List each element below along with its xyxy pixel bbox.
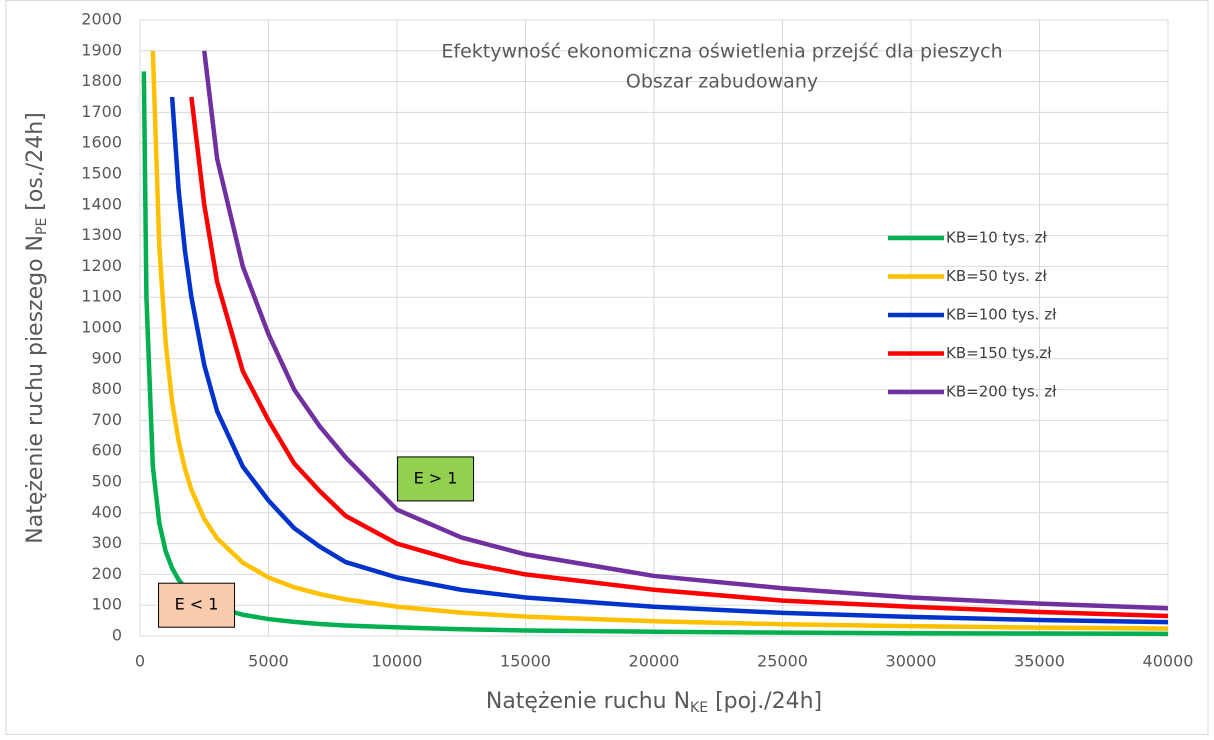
y-tick-label: 1300 bbox=[81, 225, 122, 244]
series-line bbox=[150, 50, 1169, 631]
y-tick-label: 900 bbox=[91, 348, 122, 367]
y-tick-label: 1900 bbox=[81, 40, 122, 59]
x-label-sub: KE bbox=[690, 700, 708, 716]
y-tick-label: 1500 bbox=[81, 164, 122, 183]
x-tick-label: 0 bbox=[135, 652, 145, 671]
y-tick-label: 300 bbox=[91, 533, 122, 552]
y-tick-label: 1200 bbox=[81, 256, 122, 275]
y-tick-label: 1700 bbox=[81, 102, 122, 121]
x-tick-label: 25000 bbox=[757, 652, 808, 671]
series-line bbox=[202, 50, 1169, 611]
legend-label: KB=10 tys. zł bbox=[946, 229, 1048, 247]
y-label-text: Natężenie ruchu pieszego N bbox=[23, 235, 48, 544]
y-tick-label: 200 bbox=[91, 564, 122, 583]
series-line bbox=[169, 96, 1169, 625]
y-tick-label: 500 bbox=[91, 472, 122, 491]
y-tick-label: 1600 bbox=[81, 133, 122, 152]
x-tick-label: 5000 bbox=[248, 652, 289, 671]
legend-label: KB=50 tys. zł bbox=[946, 267, 1048, 285]
y-tick-label: 1800 bbox=[81, 71, 122, 90]
legend-label: KB=200 tys. zł bbox=[946, 383, 1057, 401]
y-tick-label: 100 bbox=[91, 595, 122, 614]
y-tick-label: 400 bbox=[91, 502, 122, 521]
annotation-box bbox=[158, 582, 236, 628]
x-tick-label: 40000 bbox=[1143, 652, 1194, 671]
y-label-sub: PE bbox=[34, 218, 50, 235]
x-tick-label: 20000 bbox=[629, 652, 680, 671]
y-tick-label: 0 bbox=[112, 626, 122, 645]
grid bbox=[139, 19, 1169, 637]
chart-subtitle: Obszar zabudowany bbox=[626, 71, 818, 93]
annotation-text: E < 1 bbox=[175, 595, 219, 614]
chart-title: Efektywność ekonomiczna oświetlenia prze… bbox=[441, 41, 1002, 63]
y-tick-label: 700 bbox=[91, 410, 122, 429]
y-tick-label: 1400 bbox=[81, 194, 122, 213]
series-line bbox=[189, 96, 1169, 619]
legend-label: KB=100 tys. zł bbox=[946, 306, 1057, 324]
annotation-text: E > 1 bbox=[414, 468, 458, 487]
y-tick-label: 600 bbox=[91, 441, 122, 460]
x-tick-label: 15000 bbox=[500, 652, 551, 671]
y-label-suffix: [os./24h] bbox=[23, 112, 48, 217]
legend-label: KB=150 tys.zł bbox=[946, 344, 1052, 362]
annotation-box bbox=[397, 456, 475, 502]
x-tick-label: 10000 bbox=[372, 652, 423, 671]
x-label-suffix: [poj./24h] bbox=[708, 689, 822, 714]
y-tick-label: 1100 bbox=[81, 287, 122, 306]
y-axis-label: Natężenie ruchu pieszego NPE [os./24h] bbox=[23, 112, 50, 544]
x-axis-label: Natężenie ruchu NKE [poj./24h] bbox=[486, 689, 822, 716]
x-tick-label: 35000 bbox=[1014, 652, 1065, 671]
x-label-text: Natężenie ruchu N bbox=[486, 689, 690, 714]
y-tick-label: 800 bbox=[91, 379, 122, 398]
y-tick-label: 1000 bbox=[81, 318, 122, 337]
series-line bbox=[141, 71, 1169, 637]
y-tick-label: 2000 bbox=[81, 10, 122, 29]
x-tick-label: 30000 bbox=[886, 652, 937, 671]
